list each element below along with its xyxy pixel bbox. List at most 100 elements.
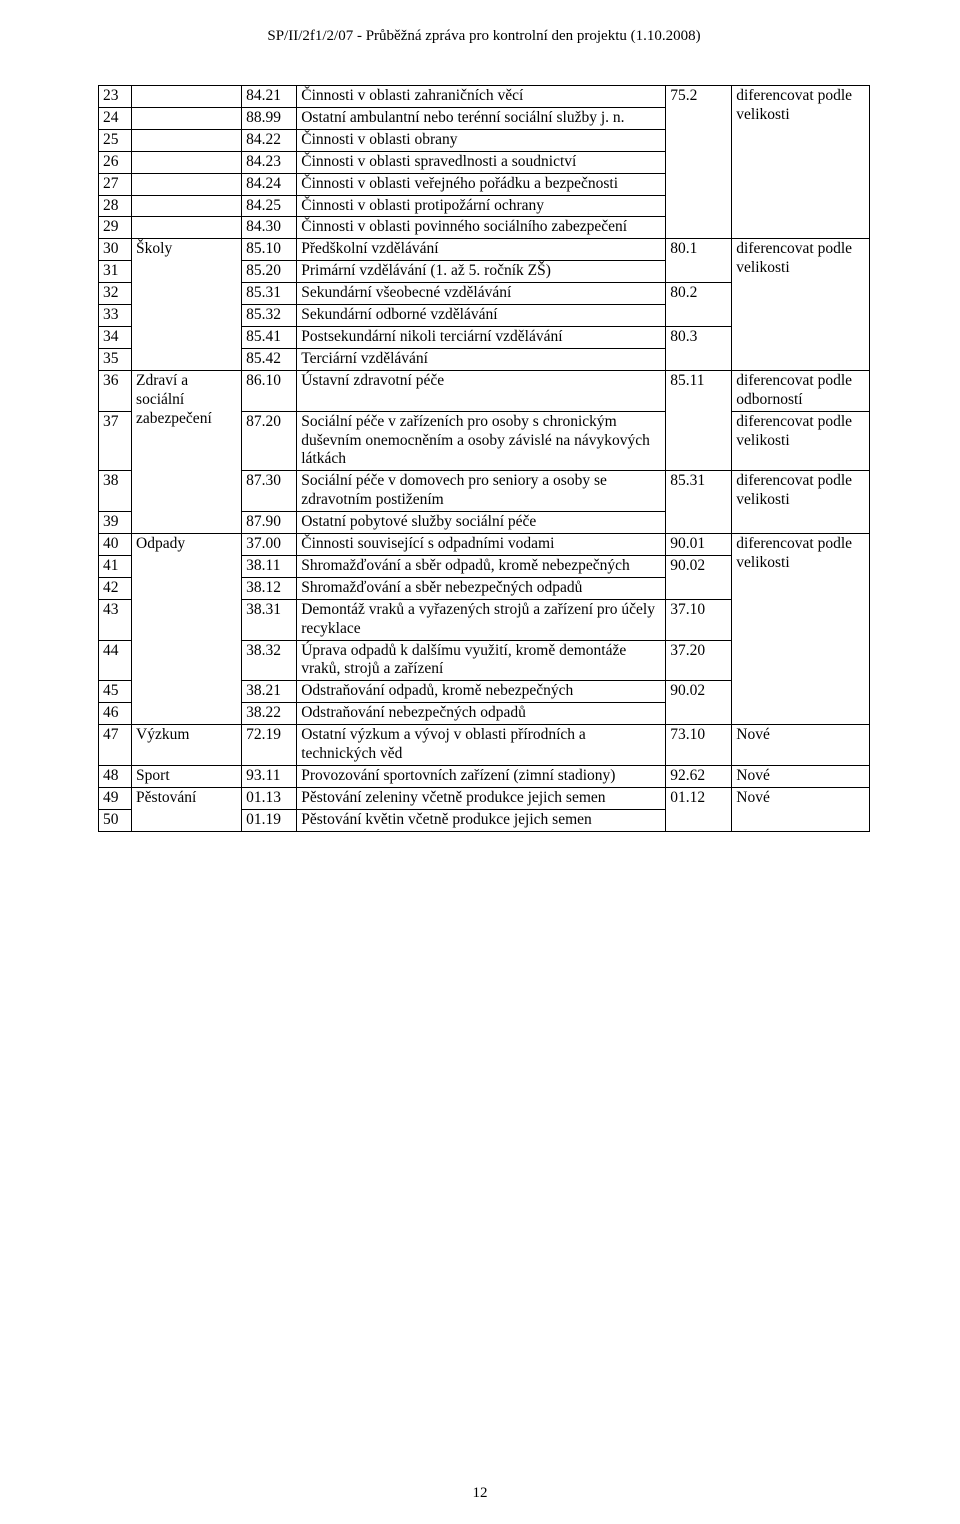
page-number: 12	[0, 1485, 960, 1502]
description-cell: Ústavní zdravotní péče	[297, 370, 666, 411]
category-cell: Zdraví a sociální zabezpečení	[132, 370, 242, 533]
row-number: 31	[99, 261, 132, 283]
code-cell: 85.32	[242, 305, 297, 327]
row-number: 36	[99, 370, 132, 411]
code-cell: 38.11	[242, 555, 297, 577]
description-cell: Činnosti související s odpadními vodami	[297, 534, 666, 556]
description-cell: Činnosti v oblasti protipožární ochrany	[297, 195, 666, 217]
code-cell: 85.42	[242, 348, 297, 370]
row-number: 42	[99, 577, 132, 599]
category-cell: Sport	[132, 766, 242, 788]
code-cell: 87.30	[242, 471, 297, 512]
table-row: 48Sport93.11Provozování sportovních zaří…	[99, 766, 870, 788]
note-cell: diferencovat podle odborností	[732, 370, 870, 411]
table-row: 49Pěstování01.13Pěstování zeleniny včetn…	[99, 787, 870, 809]
code-cell: 01.13	[242, 787, 297, 809]
category-cell: Odpady	[132, 534, 242, 725]
row-number: 35	[99, 348, 132, 370]
value-cell: 92.62	[666, 766, 732, 788]
category-cell: Výzkum	[132, 725, 242, 766]
code-cell: 72.19	[242, 725, 297, 766]
value-cell: 80.2	[666, 283, 732, 327]
code-cell: 85.41	[242, 326, 297, 348]
description-cell: Ostatní výzkum a vývoj v oblasti přírodn…	[297, 725, 666, 766]
row-number: 32	[99, 283, 132, 305]
note-cell: diferencovat podle velikosti	[732, 411, 870, 471]
category-cell	[132, 195, 242, 217]
description-cell: Ostatní ambulantní nebo terénní sociální…	[297, 107, 666, 129]
note-cell: diferencovat podle velikosti	[732, 239, 870, 370]
row-number: 40	[99, 534, 132, 556]
row-number: 34	[99, 326, 132, 348]
row-number: 41	[99, 555, 132, 577]
description-cell: Odstraňování odpadů, kromě nebezpečných	[297, 681, 666, 703]
code-cell: 84.24	[242, 173, 297, 195]
code-cell: 86.10	[242, 370, 297, 411]
note-cell: Nové	[732, 725, 870, 766]
description-cell: Shromažďování a sběr nebezpečných odpadů	[297, 577, 666, 599]
value-cell: 85.11	[666, 370, 732, 471]
code-cell: 85.10	[242, 239, 297, 261]
row-number: 29	[99, 217, 132, 239]
category-cell: Školy	[132, 239, 242, 370]
description-cell: Sociální péče v domovech pro seniory a o…	[297, 471, 666, 512]
value-cell: 37.10	[666, 599, 732, 640]
code-cell: 38.21	[242, 681, 297, 703]
description-cell: Sociální péče v zařízeních pro osoby s c…	[297, 411, 666, 471]
code-cell: 84.23	[242, 151, 297, 173]
note-cell: Nové	[732, 766, 870, 788]
code-cell: 38.32	[242, 640, 297, 681]
description-cell: Činnosti v oblasti obrany	[297, 129, 666, 151]
note-cell: diferencovat podle velikosti	[732, 471, 870, 534]
category-cell	[132, 151, 242, 173]
value-cell: 01.12	[666, 787, 732, 831]
row-number: 38	[99, 471, 132, 512]
row-number: 27	[99, 173, 132, 195]
code-cell: 85.20	[242, 261, 297, 283]
description-cell: Provozování sportovních zařízení (zimní …	[297, 766, 666, 788]
category-cell	[132, 217, 242, 239]
row-number: 26	[99, 151, 132, 173]
value-cell: 80.1	[666, 239, 732, 283]
category-cell	[132, 86, 242, 108]
code-cell: 37.00	[242, 534, 297, 556]
value-cell: 90.02	[666, 681, 732, 725]
code-cell: 93.11	[242, 766, 297, 788]
code-cell: 88.99	[242, 107, 297, 129]
description-cell: Ostatní pobytové služby sociální péče	[297, 512, 666, 534]
value-cell: 37.20	[666, 640, 732, 681]
row-number: 37	[99, 411, 132, 471]
table-row: 36Zdraví a sociální zabezpečení86.10Ústa…	[99, 370, 870, 411]
description-cell: Pěstování květin včetně produkce jejich …	[297, 809, 666, 831]
note-cell: diferencovat podle velikosti	[732, 534, 870, 725]
value-cell: 73.10	[666, 725, 732, 766]
description-cell: Demontáž vraků a vyřazených strojů a zař…	[297, 599, 666, 640]
note-cell: diferencovat podle velikosti	[732, 86, 870, 239]
description-cell: Činnosti v oblasti veřejného pořádku a b…	[297, 173, 666, 195]
row-number: 48	[99, 766, 132, 788]
description-cell: Shromažďování a sběr odpadů, kromě nebez…	[297, 555, 666, 577]
category-cell	[132, 129, 242, 151]
value-cell: 75.2	[666, 86, 732, 239]
description-cell: Činnosti v oblasti spravedlnosti a soudn…	[297, 151, 666, 173]
description-cell: Odstraňování nebezpečných odpadů	[297, 703, 666, 725]
description-cell: Činnosti v oblasti povinného sociálního …	[297, 217, 666, 239]
value-cell: 90.02	[666, 555, 732, 599]
row-number: 50	[99, 809, 132, 831]
description-cell: Činnosti v oblasti zahraničních věcí	[297, 86, 666, 108]
row-number: 44	[99, 640, 132, 681]
code-cell: 87.90	[242, 512, 297, 534]
row-number: 23	[99, 86, 132, 108]
table-row: 47Výzkum72.19Ostatní výzkum a vývoj v ob…	[99, 725, 870, 766]
code-cell: 84.22	[242, 129, 297, 151]
code-cell: 38.12	[242, 577, 297, 599]
row-number: 25	[99, 129, 132, 151]
category-cell	[132, 173, 242, 195]
row-number: 45	[99, 681, 132, 703]
row-number: 47	[99, 725, 132, 766]
description-cell: Úprava odpadů k dalšímu využití, kromě d…	[297, 640, 666, 681]
code-cell: 38.31	[242, 599, 297, 640]
code-cell: 84.30	[242, 217, 297, 239]
row-number: 49	[99, 787, 132, 809]
description-cell: Primární vzdělávání (1. až 5. ročník ZŠ)	[297, 261, 666, 283]
